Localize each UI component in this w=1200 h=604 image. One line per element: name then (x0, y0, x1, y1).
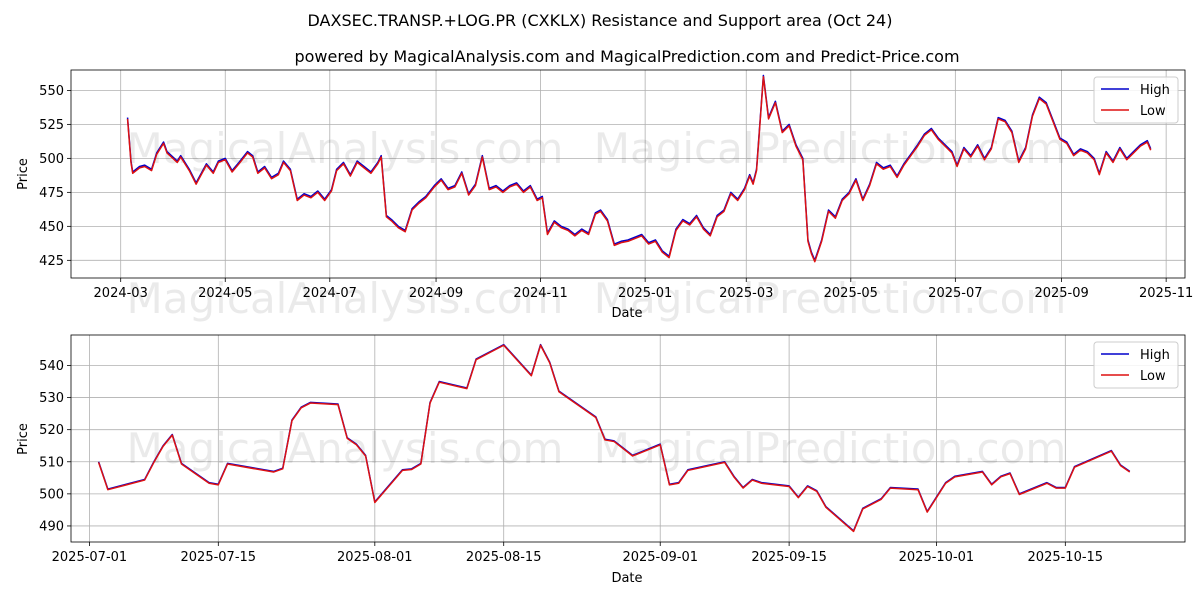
top-y-tick-label: 425 (39, 254, 64, 269)
top-x-tick-label: 2025-09 (1034, 286, 1088, 301)
top-x-tick-label: 2024-09 (409, 286, 463, 301)
top-x-tick-label: 2024-11 (513, 286, 567, 301)
bottom-y-tick-label: 490 (39, 519, 64, 534)
top-y-tick-label: 500 (39, 152, 64, 167)
bottom-panel: MagicalAnalysis.com MagicalPrediction.co… (16, 334, 1186, 586)
top-x-tick-label: 2025-05 (824, 286, 878, 301)
top-series-low-line (126, 76, 1152, 263)
top-xlabel: Date (611, 306, 642, 321)
top-y-tick-label: 550 (39, 84, 64, 99)
top-watermark-4: MagicalPrediction.com (594, 274, 1067, 323)
chart-title: DAXSEC.TRANSP.+LOG.PR (CXKLX) Resistance… (308, 11, 893, 30)
top-axis-ticks: 2024-03 2024-05 2024-07 2024-09 2024-11 2025-… (39, 84, 1193, 301)
bottom-x-tick-label: 2025-09-01 (622, 550, 698, 565)
top-plot-frame (70, 69, 1186, 279)
bottom-x-tick-label: 2025-09-15 (751, 550, 827, 565)
chart-subtitle: powered by MagicalAnalysis.com and Magic… (294, 47, 959, 66)
top-legend-low-label: Low (1140, 104, 1166, 119)
bottom-legend-low-label: Low (1140, 369, 1166, 384)
top-y-tick-label: 450 (39, 220, 64, 235)
bottom-y-tick-label: 530 (39, 391, 64, 406)
bottom-axis-ticks: 2025-07-01 2025-07-15 2025-08-01 2025-08-15… (39, 359, 1103, 565)
top-x-tick-label: 2024-07 (303, 286, 357, 301)
bottom-y-tick-label: 510 (39, 455, 64, 470)
bottom-x-tick-label: 2025-08-15 (466, 550, 542, 565)
bottom-x-tick-label: 2025-07-15 (181, 550, 257, 565)
bottom-series-low-line (97, 344, 1131, 533)
top-grid (71, 70, 1185, 278)
bottom-y-tick-label: 520 (39, 423, 64, 438)
bottom-y-tick-label: 540 (39, 359, 64, 374)
bottom-x-tick-label: 2025-08-01 (337, 550, 413, 565)
bottom-x-tick-label: 2025-07-01 (52, 550, 128, 565)
bottom-ylabel: Price (16, 423, 31, 455)
top-panel: MagicalAnalysis.com MagicalPrediction.co… (16, 69, 1193, 323)
top-series (126, 74, 1152, 263)
top-y-tick-label: 475 (39, 186, 64, 201)
bottom-y-tick-label: 500 (39, 487, 64, 502)
top-legend: High Low (1093, 76, 1179, 124)
top-watermark-2: MagicalPrediction.com (594, 124, 1067, 173)
top-x-tick-label: 2025-07 (928, 286, 982, 301)
top-x-tick-label: 2025-01 (618, 286, 672, 301)
top-ylabel: Price (16, 158, 31, 190)
top-watermark-3: MagicalAnalysis.com (127, 274, 564, 323)
bottom-x-tick-label: 2025-10-15 (1028, 550, 1104, 565)
top-y-tick-label: 525 (39, 118, 64, 133)
top-x-tick-label: 2025-03 (719, 286, 773, 301)
top-legend-high-label: High (1140, 83, 1170, 98)
top-x-tick-label: 2024-05 (198, 286, 252, 301)
bottom-plot-frame (70, 334, 1186, 543)
bottom-legend: High Low (1093, 341, 1179, 389)
top-x-tick-label: 2024-03 (94, 286, 148, 301)
bottom-series (97, 343, 1131, 533)
top-x-tick-label: 2025-11 (1139, 286, 1193, 301)
bottom-xlabel: Date (611, 571, 642, 586)
bottom-watermark-2: MagicalPrediction.com (594, 424, 1067, 473)
bottom-grid (71, 335, 1185, 542)
bottom-x-tick-label: 2025-10-01 (899, 550, 975, 565)
bottom-legend-high-label: High (1140, 348, 1170, 363)
